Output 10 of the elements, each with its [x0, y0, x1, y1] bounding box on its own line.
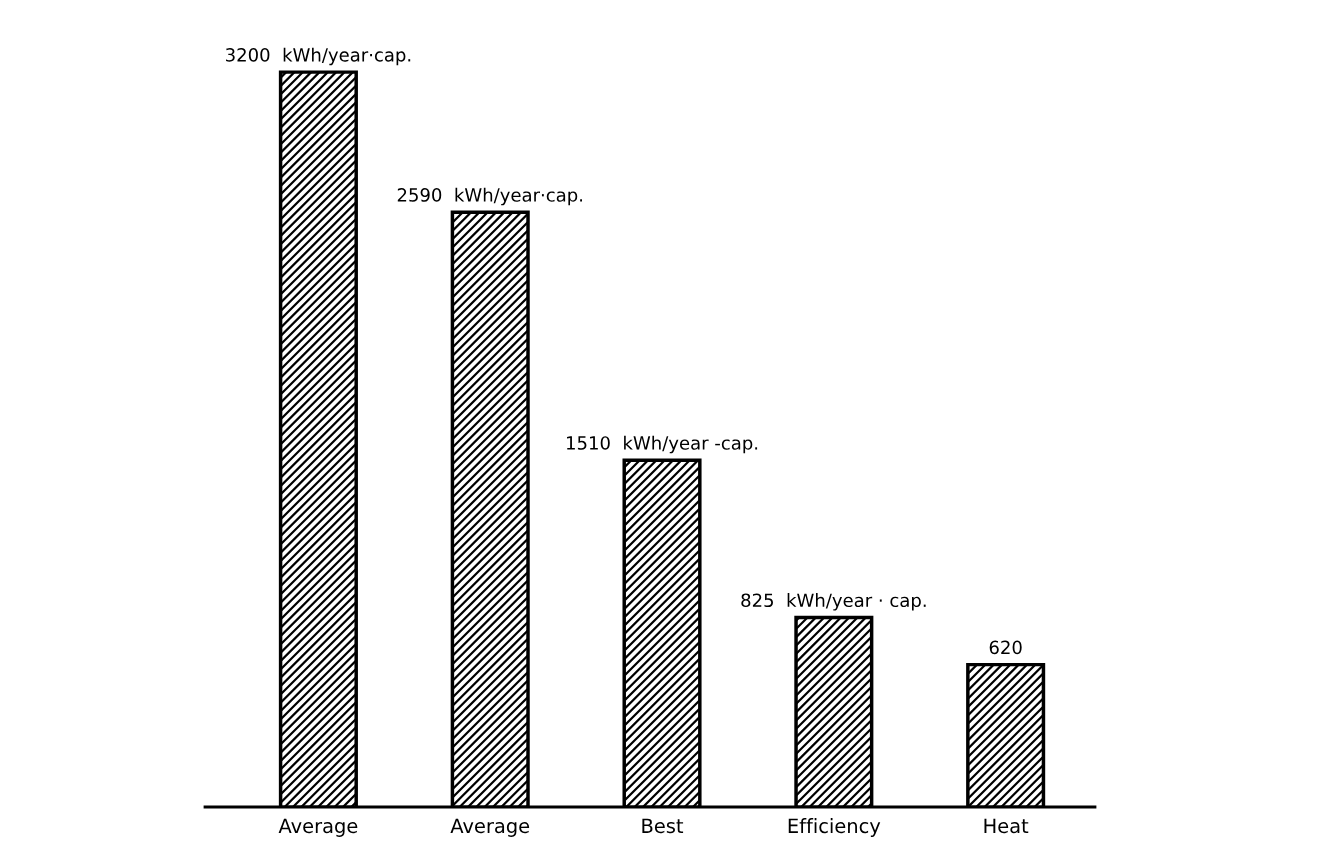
- data-label: 825 kWh/year · cap.: [741, 593, 926, 611]
- x-tick-label: Average: [450, 818, 530, 837]
- x-tick-label: Heat: [984, 818, 1029, 834]
- x-tick-label: Average: [278, 818, 358, 837]
- data-label: 620: [989, 640, 1022, 655]
- x-tick-label: Best: [642, 818, 684, 834]
- data-label: 2590 kWh/year·cap.: [397, 187, 582, 206]
- data-label: 1510 kWh/year -cap.: [567, 435, 758, 454]
- data-label: 3200 kWh/year·cap.: [226, 47, 411, 66]
- x-tick-label: Efficiency: [788, 818, 881, 837]
